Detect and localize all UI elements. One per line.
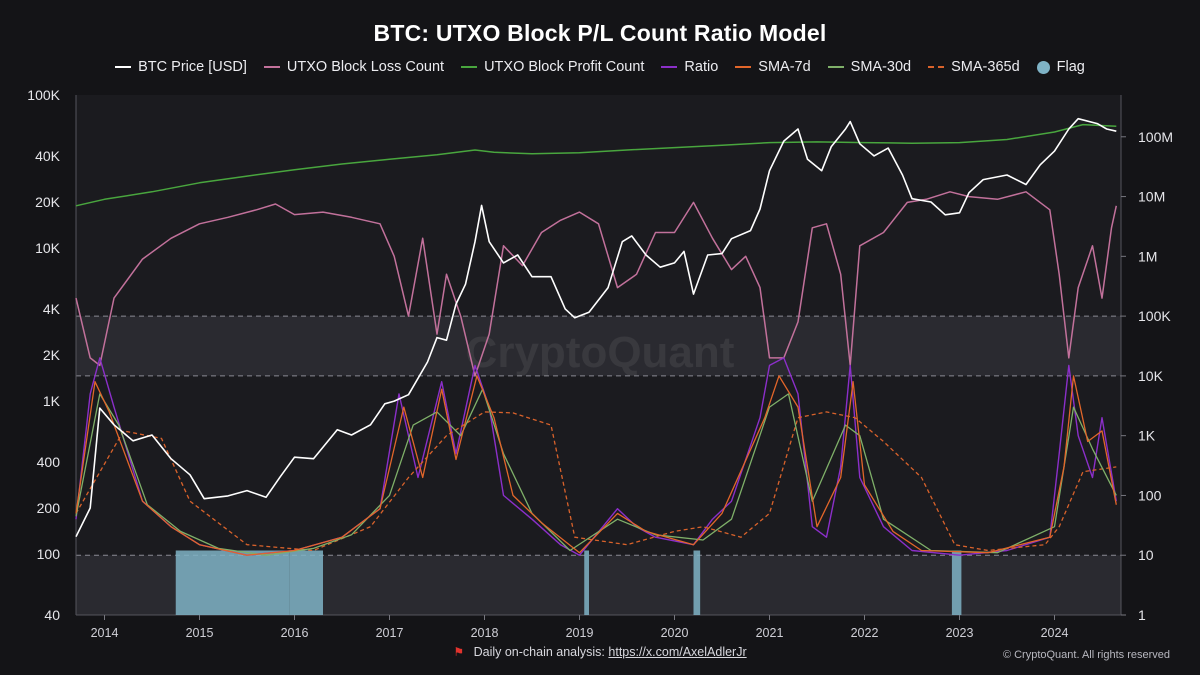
- right-tick-label: 10K: [1138, 368, 1164, 384]
- legend-label: BTC Price [USD]: [138, 59, 247, 75]
- series-line-utxo-block-profit-count: [75, 123, 1117, 207]
- legend-item-sma-365d[interactable]: SMA-365d: [928, 59, 1020, 75]
- left-tick-label: 200: [37, 500, 61, 516]
- legend-swatch: [735, 66, 752, 68]
- flag-bar: [175, 550, 290, 615]
- series-line-sma-365d: [75, 411, 1117, 552]
- x-tick-label: 2015: [186, 626, 214, 640]
- left-tick-label: 20K: [35, 194, 61, 210]
- legend-label: SMA-30d: [850, 59, 912, 75]
- x-tick-label: 2024: [1041, 626, 1069, 640]
- legend-item-sma-30d[interactable]: SMA-30d: [827, 59, 912, 75]
- shaded-band-0: [76, 316, 1121, 376]
- x-tick-label: 2019: [566, 626, 594, 640]
- legend-item-utxo-block-profit-count[interactable]: UTXO Block Profit Count: [461, 59, 644, 75]
- legend-swatch: [1036, 60, 1050, 74]
- chart-title: BTC: UTXO Block P/L Count Ratio Model: [373, 20, 827, 46]
- right-tick-label: 1: [1138, 607, 1146, 623]
- chart-legend: BTC Price [USD] UTXO Block Loss Count UTXO…: [0, 59, 1200, 75]
- right-tick-label: 10: [1138, 547, 1154, 563]
- legend-swatch: [115, 66, 132, 68]
- legend-item-utxo-block-loss-count[interactable]: UTXO Block Loss Count: [263, 59, 445, 75]
- left-tick-label: 10K: [35, 240, 61, 256]
- legend-label: SMA-7d: [758, 59, 811, 75]
- legend-item-sma-7d[interactable]: SMA-7d: [735, 59, 811, 75]
- footer-link[interactable]: https://x.com/AxelAdlerJr: [608, 645, 747, 659]
- left-tick-label: 400: [37, 454, 61, 470]
- flag-bar: [693, 550, 701, 615]
- right-tick-label: 1K: [1138, 428, 1156, 444]
- flag-bar: [289, 550, 323, 615]
- series-flag: [175, 550, 962, 615]
- watermark-text: CryptoQuant: [466, 328, 735, 377]
- right-tick-label: 100K: [1138, 308, 1171, 324]
- x-tick-label: 2018: [471, 626, 499, 640]
- footer-text: Daily on-chain analysis:: [473, 645, 605, 659]
- x-tick-label: 2022: [851, 626, 879, 640]
- left-tick-label: 1K: [43, 393, 61, 409]
- x-tick-label: 2014: [91, 626, 119, 640]
- legend-swatch: [461, 66, 478, 68]
- series-line-sma-7d: [75, 375, 1117, 556]
- legend-label: UTXO Block Loss Count: [286, 59, 445, 75]
- left-tick-label: 40: [44, 607, 60, 623]
- legend-swatch: [263, 66, 280, 68]
- right-tick-label: 1M: [1138, 248, 1157, 264]
- flag-bar: [584, 550, 589, 615]
- left-tick-label: 100: [37, 546, 61, 562]
- right-tick-label: 100: [1138, 487, 1162, 503]
- legend-swatch: [928, 66, 945, 68]
- legend-item-btc-price-usd[interactable]: BTC Price [USD]: [115, 59, 247, 75]
- legend-item-ratio[interactable]: Ratio: [661, 59, 718, 75]
- series-line-utxo-block-loss-count: [75, 191, 1118, 377]
- legend-label: SMA-365d: [951, 59, 1020, 75]
- left-tick-label: 100K: [27, 87, 60, 103]
- series-line-btc-price-usd: [75, 117, 1117, 538]
- x-tick-label: 2016: [281, 626, 309, 640]
- right-tick-label: 10M: [1138, 189, 1165, 205]
- series-line-sma-30d: [75, 388, 1117, 556]
- legend-label: Flag: [1056, 59, 1085, 75]
- legend-label: Ratio: [684, 59, 719, 75]
- footer-attribution: ⚑ Daily on-chain analysis: https://x.com…: [0, 645, 1200, 659]
- flag-bar: [951, 550, 962, 615]
- x-tick-label: 2023: [946, 626, 974, 640]
- right-tick-label: 100M: [1138, 129, 1173, 145]
- red-flag-icon: ⚑: [453, 645, 465, 659]
- left-tick-label: 40K: [35, 148, 61, 164]
- left-tick-label: 2K: [43, 347, 61, 363]
- legend-label: UTXO Block Profit Count: [484, 59, 645, 75]
- x-tick-label: 2020: [661, 626, 689, 640]
- legend-swatch: [827, 66, 844, 68]
- copyright-text: © CryptoQuant. All rights reserved: [1002, 649, 1170, 661]
- left-tick-label: 4K: [43, 301, 61, 317]
- x-tick-label: 2021: [756, 626, 784, 640]
- legend-swatch: [661, 66, 678, 68]
- legend-item-flag[interactable]: Flag: [1036, 59, 1085, 75]
- x-tick-label: 2017: [376, 626, 404, 640]
